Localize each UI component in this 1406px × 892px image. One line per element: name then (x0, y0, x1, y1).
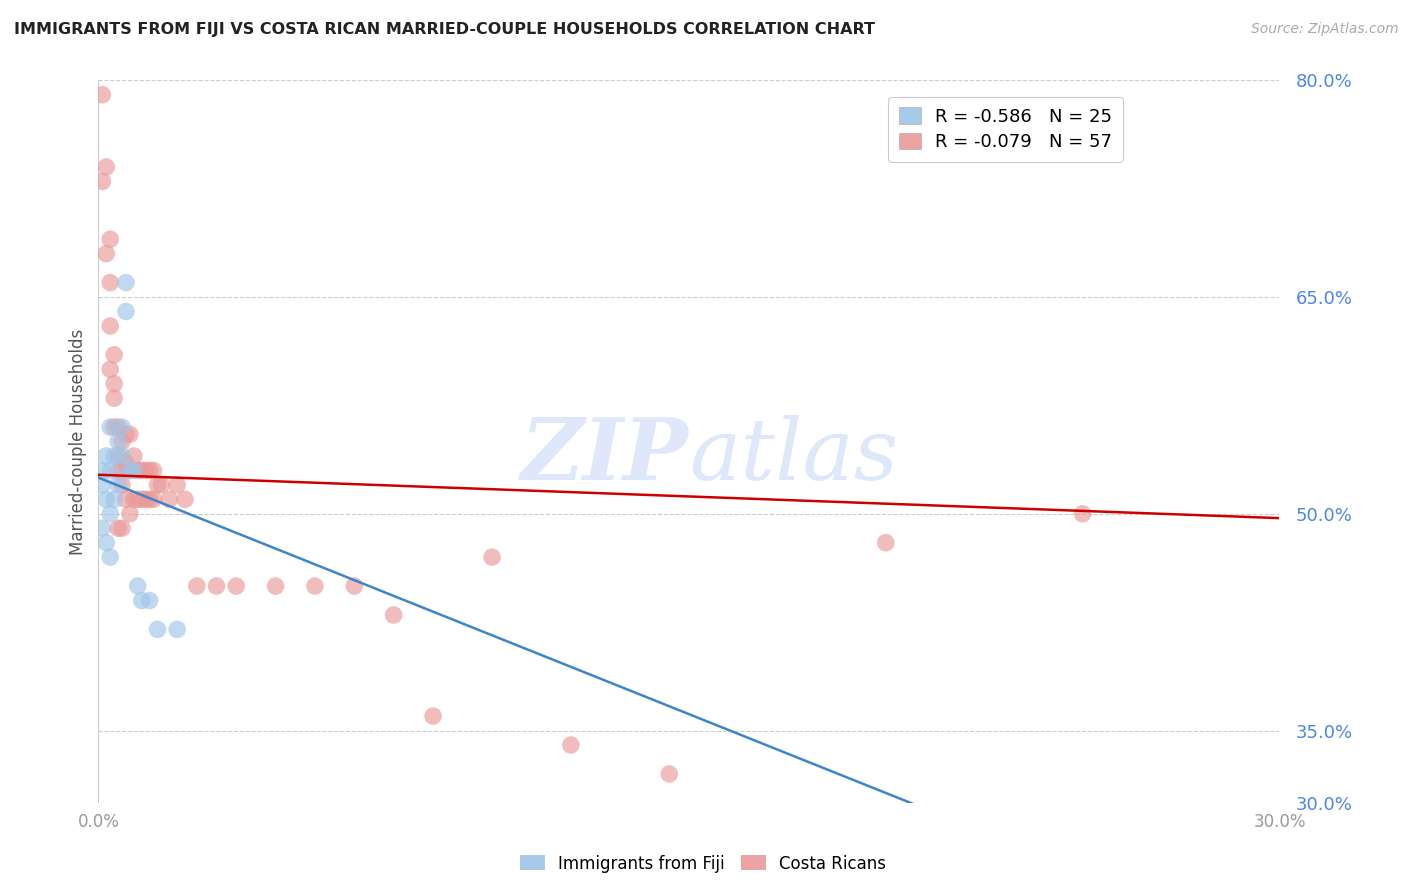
Point (98, 463, 121, 477)
Point (131, 463, 153, 477)
Point (118, 427, 141, 442)
Point (91, 478, 114, 492)
Point (186, 579, 208, 593)
Point (111, 420, 134, 434)
Text: ZIP: ZIP (522, 414, 689, 498)
Point (118, 507, 141, 521)
Point (225, 579, 247, 593)
Point (111, 521, 134, 535)
Point (115, 456, 138, 470)
Point (91, 463, 114, 477)
Point (138, 593, 160, 607)
Point (1071, 507, 1094, 521)
Point (122, 463, 145, 477)
Point (122, 449, 145, 463)
Point (115, 427, 138, 442)
Point (118, 463, 141, 477)
Point (98, 318, 121, 333)
Legend: Immigrants from Fiji, Costa Ricans: Immigrants from Fiji, Costa Ricans (513, 848, 893, 880)
Point (91, 87, 114, 102)
Point (103, 449, 125, 463)
Point (103, 391, 125, 405)
Point (91, 174, 114, 188)
Point (138, 463, 160, 477)
Text: atlas: atlas (689, 415, 898, 498)
Point (146, 623, 169, 637)
Point (135, 463, 157, 477)
Point (146, 478, 169, 492)
Point (107, 449, 129, 463)
Point (96, 246, 118, 260)
Point (264, 579, 287, 593)
Point (91, 521, 114, 535)
Point (135, 492, 157, 507)
Point (98, 420, 121, 434)
Point (382, 607, 405, 622)
Point (98, 550, 121, 565)
Point (107, 420, 129, 434)
Point (658, 767, 681, 781)
Point (103, 492, 125, 507)
Point (166, 478, 188, 492)
Point (481, 550, 503, 565)
Point (96, 535, 118, 549)
Point (166, 623, 188, 637)
Point (98, 232, 121, 246)
Point (115, 276, 138, 290)
Point (142, 492, 165, 507)
Point (115, 492, 138, 507)
Point (422, 709, 444, 723)
Point (96, 449, 118, 463)
Point (111, 478, 134, 492)
Point (107, 463, 129, 477)
Point (96, 492, 118, 507)
Point (103, 348, 125, 362)
Point (96, 160, 118, 174)
Point (111, 434, 134, 449)
Point (98, 362, 121, 376)
Text: Source: ZipAtlas.com: Source: ZipAtlas.com (1251, 22, 1399, 37)
Point (205, 579, 228, 593)
Legend: R = -0.586   N = 25, R = -0.079   N = 57: R = -0.586 N = 25, R = -0.079 N = 57 (889, 96, 1123, 162)
Point (127, 579, 149, 593)
Point (111, 463, 134, 477)
Point (131, 492, 153, 507)
Point (875, 535, 897, 549)
Point (118, 463, 141, 477)
Point (115, 304, 138, 318)
Point (174, 492, 197, 507)
Point (150, 478, 173, 492)
Point (122, 492, 145, 507)
Point (98, 276, 121, 290)
Point (343, 579, 366, 593)
Point (98, 507, 121, 521)
Point (131, 593, 153, 607)
Point (127, 463, 149, 477)
Point (103, 376, 125, 391)
Y-axis label: Married-couple Households: Married-couple Households (69, 328, 87, 555)
Point (107, 434, 129, 449)
Point (127, 492, 149, 507)
Point (103, 420, 125, 434)
Point (157, 492, 180, 507)
Point (560, 738, 582, 752)
Point (111, 449, 134, 463)
Text: IMMIGRANTS FROM FIJI VS COSTA RICAN MARRIED-COUPLE HOUSEHOLDS CORRELATION CHART: IMMIGRANTS FROM FIJI VS COSTA RICAN MARR… (14, 22, 875, 37)
Point (107, 478, 129, 492)
Point (304, 579, 326, 593)
Point (142, 463, 165, 477)
Point (138, 492, 160, 507)
Point (107, 521, 129, 535)
